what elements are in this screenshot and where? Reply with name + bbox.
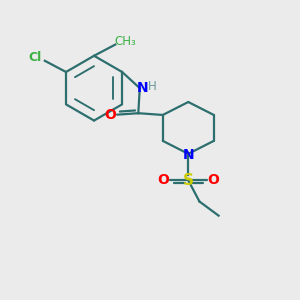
Text: H: H (148, 80, 157, 93)
Text: Cl: Cl (29, 51, 42, 64)
Text: N: N (137, 81, 148, 95)
Text: N: N (182, 148, 194, 162)
Text: O: O (105, 108, 117, 122)
Text: S: S (183, 173, 194, 188)
Text: O: O (158, 173, 169, 187)
Text: CH₃: CH₃ (115, 34, 136, 48)
Text: O: O (207, 173, 219, 187)
